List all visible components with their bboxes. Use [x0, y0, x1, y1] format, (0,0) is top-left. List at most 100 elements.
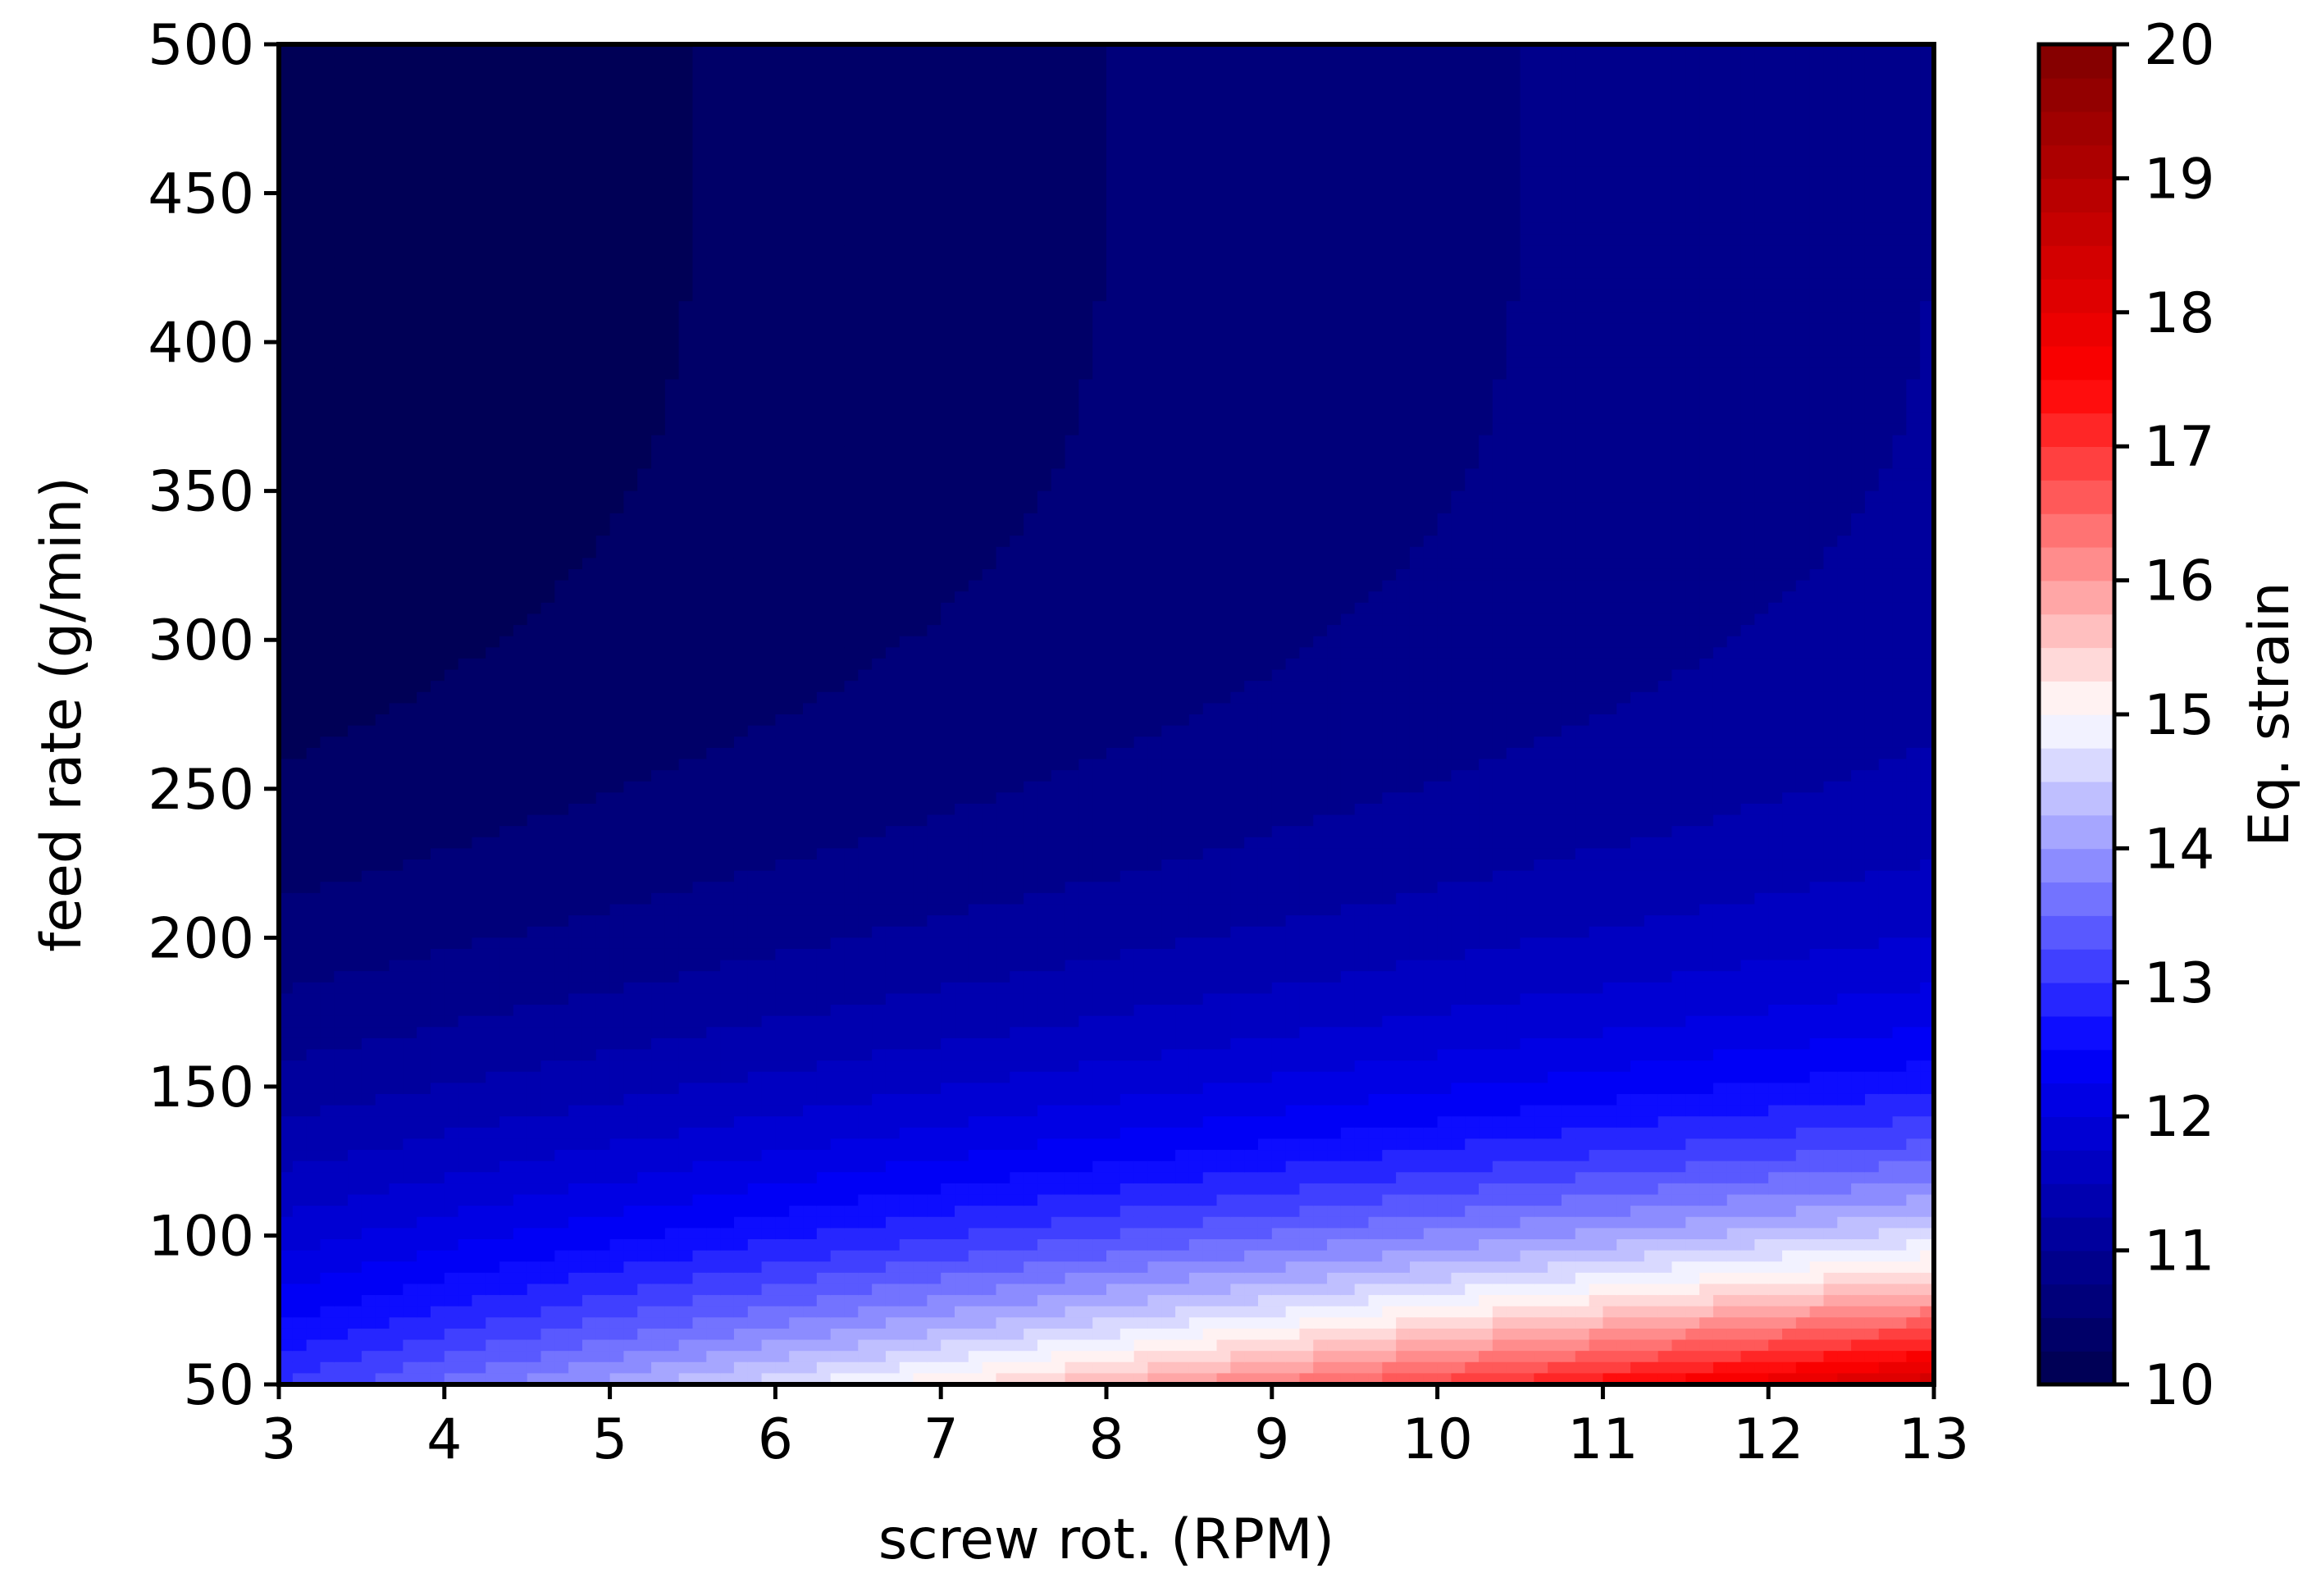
- heatmap-cell: [403, 803, 417, 816]
- heatmap-cell: [595, 703, 611, 715]
- heatmap-cell: [320, 234, 335, 246]
- heatmap-cell: [692, 457, 708, 470]
- heatmap-cell: [789, 413, 804, 425]
- heatmap-cell: [292, 625, 308, 637]
- heatmap-cell: [678, 524, 694, 536]
- heatmap-cell: [540, 1071, 556, 1084]
- heatmap-cell: [568, 290, 583, 302]
- heatmap-cell: [292, 882, 308, 894]
- heatmap-cell: [720, 882, 735, 894]
- heatmap-cell: [623, 1206, 639, 1218]
- heatmap-cell: [733, 335, 749, 347]
- heatmap-cell: [720, 77, 735, 90]
- heatmap-cell: [375, 1005, 390, 1017]
- heatmap-cell: [513, 89, 528, 101]
- heatmap-cell: [623, 435, 639, 447]
- heatmap-cell: [706, 55, 721, 68]
- heatmap-cell: [789, 960, 804, 972]
- heatmap-cell: [279, 1105, 294, 1117]
- heatmap-cell: [692, 256, 708, 269]
- heatmap-cell: [417, 568, 431, 581]
- heatmap-cell: [486, 904, 500, 916]
- heatmap-cell: [458, 993, 473, 1005]
- heatmap-cell: [733, 345, 749, 358]
- heatmap-cell: [706, 546, 721, 559]
- heatmap-cell: [403, 212, 417, 224]
- heatmap-cell: [389, 278, 404, 291]
- heatmap-cell: [486, 568, 500, 581]
- heatmap-cell: [320, 66, 335, 79]
- heatmap-cell: [664, 580, 680, 593]
- heatmap-cell: [678, 814, 694, 827]
- heatmap-cell: [595, 379, 611, 391]
- heatmap-cell: [292, 480, 308, 492]
- heatmap-cell: [830, 234, 846, 246]
- heatmap-cell: [486, 1272, 500, 1285]
- heatmap-cell: [664, 1116, 680, 1129]
- heatmap-cell: [830, 413, 846, 425]
- heatmap-cell: [623, 446, 639, 458]
- heatmap-cell: [706, 1116, 721, 1129]
- heatmap-cell: [486, 423, 500, 436]
- heatmap-cell: [678, 435, 694, 447]
- heatmap-cell: [320, 100, 335, 112]
- heatmap-cell: [513, 669, 528, 682]
- heatmap-cell: [499, 413, 514, 425]
- heatmap-cell: [720, 357, 735, 369]
- heatmap-cell: [417, 982, 431, 995]
- heatmap-cell: [609, 792, 625, 805]
- heatmap-cell: [499, 401, 514, 414]
- heatmap-cell: [389, 524, 404, 536]
- heatmap-cell: [306, 178, 321, 190]
- heatmap-cell: [292, 558, 308, 570]
- heatmap-cell: [417, 401, 431, 414]
- heatmap-cell: [458, 1105, 473, 1117]
- heatmap-cell: [609, 166, 625, 180]
- heatmap-cell: [568, 759, 583, 771]
- heatmap-cell: [417, 1250, 431, 1263]
- heatmap-cell: [789, 558, 804, 570]
- heatmap-cell: [747, 1015, 763, 1028]
- heatmap-cell: [403, 1138, 417, 1151]
- heatmap-cell: [595, 636, 611, 649]
- heatmap-cell: [279, 613, 294, 626]
- heatmap-cell: [389, 1261, 404, 1274]
- heatmap-cell: [527, 1339, 542, 1352]
- heatmap-cell: [306, 714, 321, 727]
- heatmap-cell: [361, 1150, 376, 1162]
- heatmap-cell: [403, 870, 417, 883]
- heatmap-cell: [334, 502, 349, 514]
- heatmap-cell: [292, 837, 308, 850]
- heatmap-cell: [458, 245, 473, 258]
- heatmap-cell: [706, 1328, 721, 1341]
- heatmap-cell: [306, 122, 321, 135]
- heatmap-cell: [609, 502, 625, 514]
- heatmap-cell: [348, 870, 363, 883]
- heatmap-cell: [306, 971, 321, 983]
- heatmap-cell: [472, 1250, 487, 1263]
- heatmap-cell: [720, 480, 735, 492]
- heatmap-cell: [472, 200, 487, 213]
- heatmap-cell: [678, 267, 694, 280]
- heatmap-cell: [651, 1328, 666, 1341]
- heatmap-cell: [706, 915, 721, 928]
- heatmap-cell: [651, 1194, 666, 1206]
- heatmap-cell: [389, 1238, 404, 1252]
- heatmap-cell: [527, 814, 542, 827]
- heatmap-cell: [568, 89, 583, 101]
- heatmap-cell: [554, 971, 569, 983]
- heatmap-cell: [554, 222, 569, 235]
- heatmap-cell: [595, 770, 611, 782]
- heatmap-cell: [348, 568, 363, 581]
- heatmap-cell: [540, 725, 556, 738]
- heatmap-cell: [361, 536, 376, 548]
- heatmap-cell: [389, 904, 404, 916]
- heatmap-cell: [789, 55, 804, 68]
- heatmap-cell: [775, 1172, 791, 1184]
- heatmap-cell: [623, 1328, 639, 1341]
- heatmap-cell: [803, 189, 818, 202]
- heatmap-cell: [499, 1284, 514, 1296]
- heatmap-cell: [306, 915, 321, 928]
- heatmap-cell: [513, 636, 528, 649]
- heatmap-cell: [664, 222, 680, 235]
